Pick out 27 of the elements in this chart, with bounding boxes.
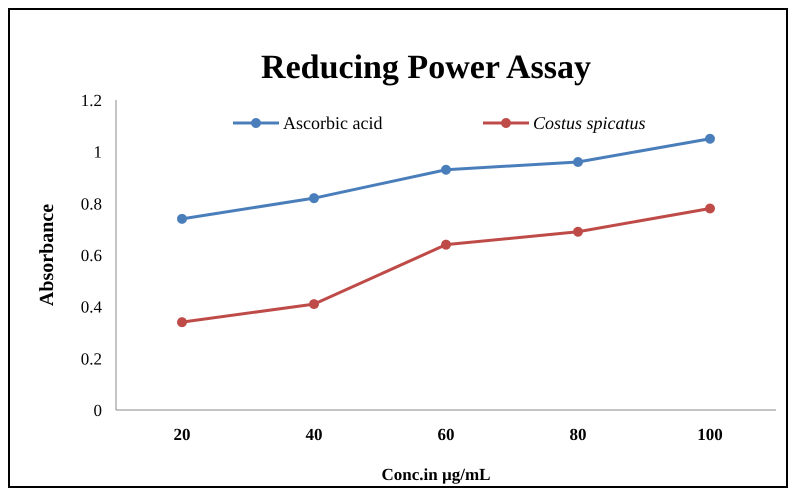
legend-label: Costus spicatus bbox=[533, 113, 646, 133]
point bbox=[573, 226, 583, 237]
x-tick-label: 100 bbox=[697, 425, 723, 444]
point bbox=[177, 214, 187, 224]
point bbox=[705, 204, 715, 214]
x-tick-label: 80 bbox=[570, 425, 586, 444]
y-tick-label: 0.6 bbox=[80, 246, 102, 265]
x-tick-label: 60 bbox=[438, 425, 454, 444]
point bbox=[309, 193, 319, 204]
point bbox=[441, 240, 451, 250]
x-axis-title: Conc.in µg/mL bbox=[382, 465, 490, 484]
x-tick-label: 40 bbox=[306, 425, 322, 444]
legend-label: Ascorbic acid bbox=[283, 113, 382, 133]
x-tick-label: 20 bbox=[174, 425, 190, 444]
y-tick-label: 0.8 bbox=[80, 194, 102, 214]
chart-title: Reducing Power Assay bbox=[261, 49, 591, 86]
y-tick-label: 1.2 bbox=[80, 91, 102, 110]
point bbox=[441, 164, 451, 175]
point bbox=[177, 317, 187, 328]
y-tick-label: 1 bbox=[94, 142, 102, 162]
point bbox=[705, 134, 715, 144]
point bbox=[309, 299, 319, 310]
y-tick-label: 0 bbox=[94, 401, 102, 420]
y-tick-label: 0.2 bbox=[80, 349, 102, 368]
point bbox=[573, 157, 583, 167]
y-axis-title: Absorbance bbox=[36, 204, 58, 306]
y-tick-label: 0.4 bbox=[80, 298, 102, 317]
